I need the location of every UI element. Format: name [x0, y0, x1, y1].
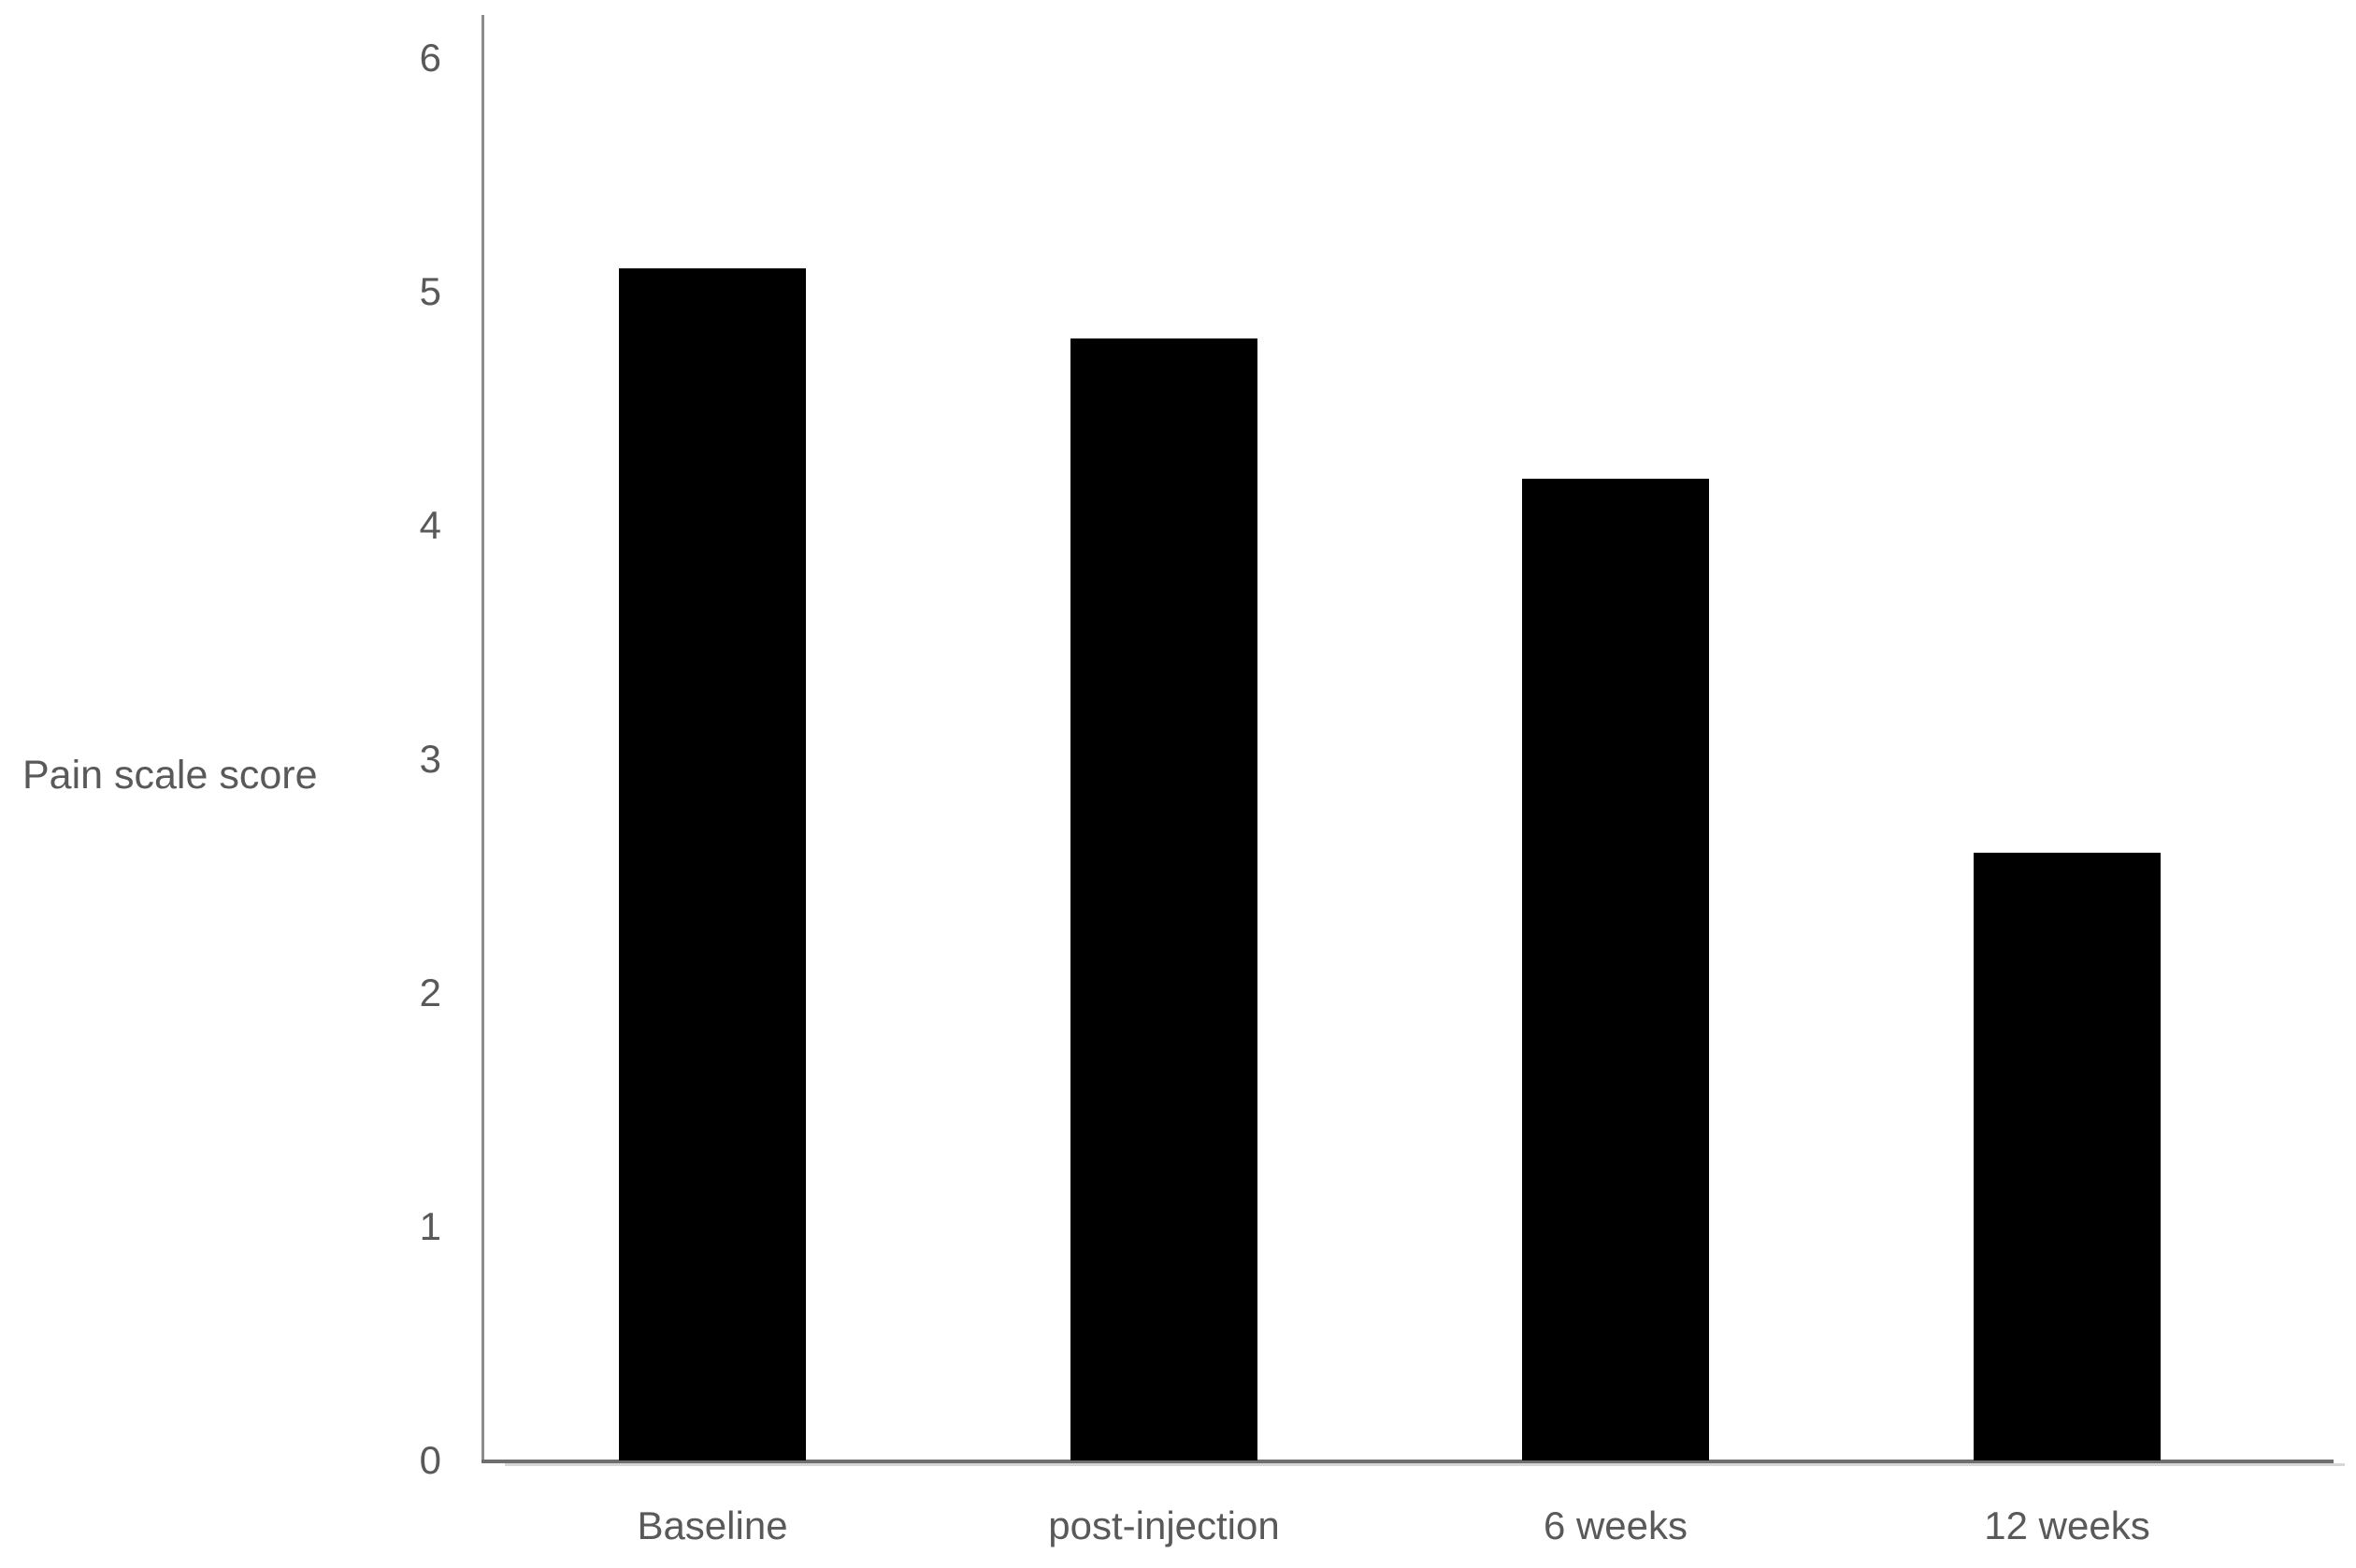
bar-baseline	[619, 268, 806, 1460]
x-tick-label-6-weeks: 6 weeks	[1543, 1503, 1688, 1547]
x-tick-label-post-injection: post-injection	[1048, 1503, 1280, 1547]
y-axis-line	[481, 15, 484, 1463]
y-tick-label-3: 3	[419, 737, 441, 781]
y-tick-label-4: 4	[419, 503, 441, 547]
y-tick-label-5: 5	[419, 269, 441, 313]
x-tick-label-12-weeks: 12 weeks	[1984, 1503, 2150, 1547]
bar-6-weeks	[1522, 479, 1709, 1460]
y-tick-label-0: 0	[419, 1438, 441, 1482]
y-tick-label-6: 6	[419, 36, 441, 79]
y-axis-title: Pain scale score	[22, 753, 318, 798]
bar-12-weeks	[1974, 853, 2161, 1460]
x-tick-label-baseline: Baseline	[637, 1503, 788, 1547]
bar-post-injection	[1070, 338, 1257, 1460]
y-tick-label-1: 1	[419, 1204, 441, 1248]
x-axis-shadow	[505, 1463, 2345, 1466]
y-tick-label-2: 2	[419, 971, 441, 1014]
x-axis-line	[481, 1460, 2334, 1463]
